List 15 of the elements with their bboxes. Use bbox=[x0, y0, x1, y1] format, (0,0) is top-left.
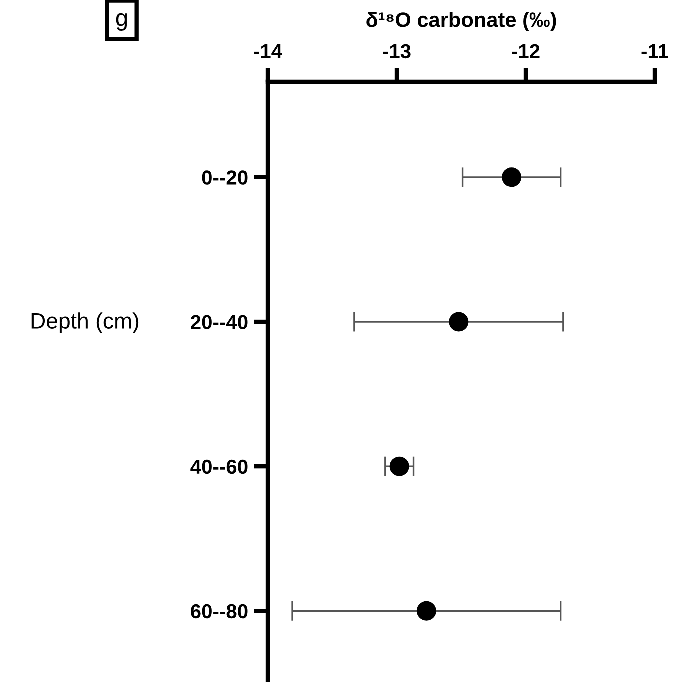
y-axis-title: Depth (cm) bbox=[32, 312, 139, 334]
y-tick-label: 40--60 bbox=[190, 460, 248, 474]
y-tick-label: 20--40 bbox=[191, 315, 248, 330]
y-tick-label: 0--20 bbox=[202, 170, 248, 185]
x-tick-label: -14 bbox=[254, 44, 282, 58]
point bbox=[449, 312, 469, 332]
point bbox=[416, 601, 436, 621]
chart-title: g bbox=[116, 13, 128, 32]
x-tick-label: -11 bbox=[642, 44, 668, 58]
x-axis-title: δ¹⁸O carbonate (‰) bbox=[366, 12, 556, 32]
point bbox=[390, 456, 410, 476]
y-tick-label: 60--80 bbox=[191, 604, 248, 619]
x-tick-label: -12 bbox=[512, 44, 540, 58]
point bbox=[502, 168, 522, 188]
x-tick-label: -13 bbox=[383, 44, 411, 59]
